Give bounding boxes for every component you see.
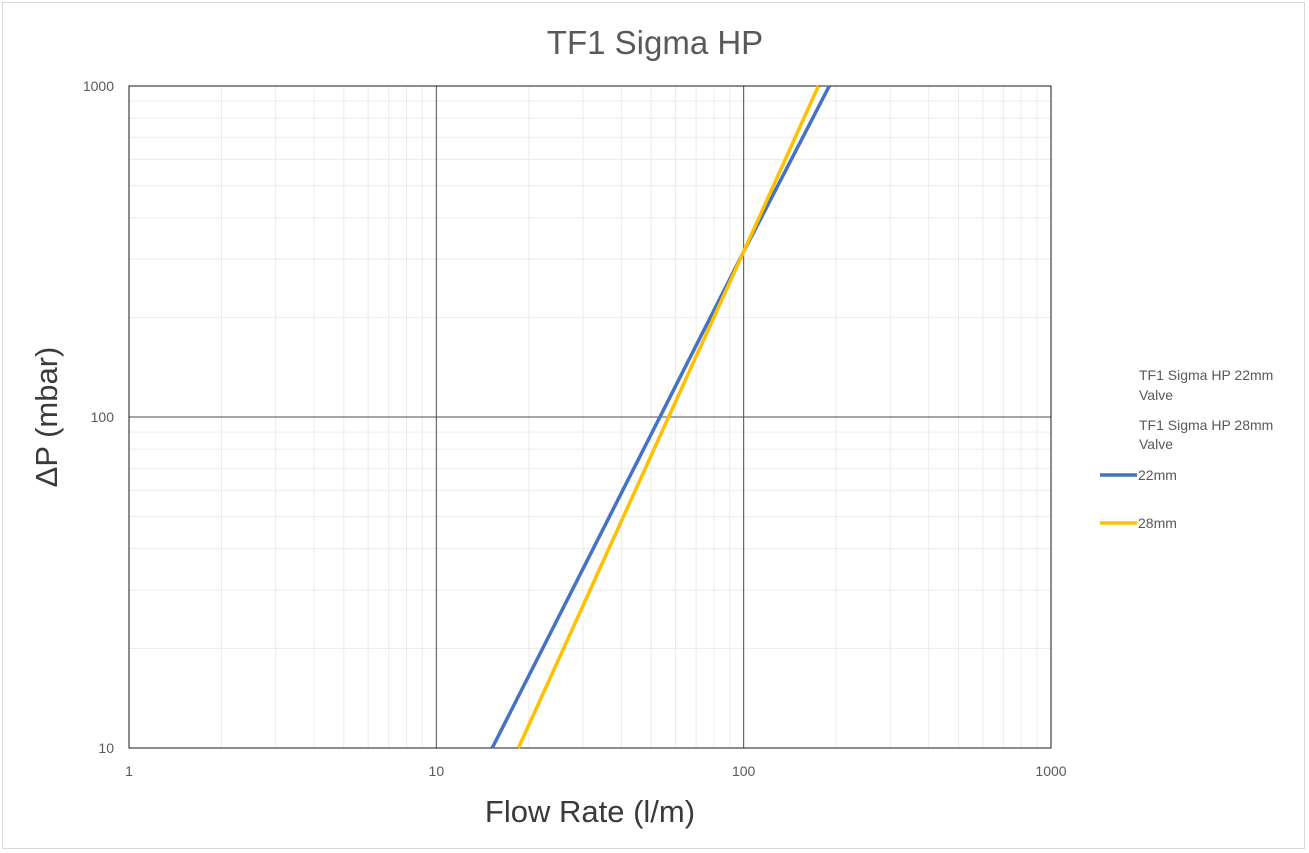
legend-note-line: Valve <box>1139 436 1173 452</box>
chart-title: TF1 Sigma HP <box>547 24 763 61</box>
legend-label-22mm: 22mm <box>1138 467 1177 483</box>
x-axis-label: Flow Rate (l/m) <box>485 794 695 829</box>
y-tick-labels: 10 100 1000 <box>83 78 114 756</box>
x-tick-label: 100 <box>732 763 756 779</box>
x-tick-label: 10 <box>429 763 445 779</box>
legend: TF1 Sigma HP 22mm Valve TF1 Sigma HP 28mm V… <box>1100 367 1273 531</box>
y-tick-label: 1000 <box>83 78 114 94</box>
x-tick-label: 1000 <box>1035 763 1066 779</box>
plot-area <box>128 85 1052 749</box>
legend-note-line: TF1 Sigma HP 28mm <box>1139 417 1273 433</box>
y-tick-label: 100 <box>91 409 115 425</box>
legend-note-line: TF1 Sigma HP 22mm <box>1139 367 1273 383</box>
legend-label-28mm: 28mm <box>1138 515 1177 531</box>
series-lines <box>490 85 831 749</box>
x-tick-label: 1 <box>125 763 133 779</box>
y-tick-label: 10 <box>98 740 114 756</box>
series-line-28mm <box>516 85 820 749</box>
x-tick-labels: 1 10 100 1000 <box>125 763 1067 779</box>
legend-note-line: Valve <box>1139 387 1173 403</box>
y-axis-label: ΔP (mbar) <box>29 347 64 488</box>
